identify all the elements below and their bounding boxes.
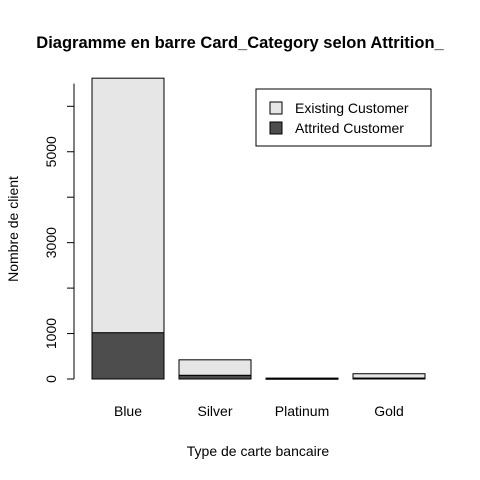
x-tick-label: Gold xyxy=(374,403,404,419)
chart-title: Diagramme en barre Card_Category selon A… xyxy=(36,34,444,52)
x-tick-label: Silver xyxy=(197,403,232,419)
legend-swatch xyxy=(269,121,283,135)
y-tick-label: 5000 xyxy=(43,136,59,167)
legend: Existing Customer Attrited Customer xyxy=(255,88,432,147)
bar-blue-attrited xyxy=(91,332,165,380)
bar-gold-existing xyxy=(352,373,426,379)
legend-swatch xyxy=(269,101,283,115)
legend-label: Attrited Customer xyxy=(295,120,404,136)
x-axis-label: Type de carte bancaire xyxy=(187,443,330,459)
legend-box xyxy=(255,88,432,147)
bar-platinum-existing xyxy=(265,377,339,380)
legend-label: Existing Customer xyxy=(295,100,409,116)
bar-silver-attrited xyxy=(178,374,252,380)
x-axis-tick-labels: Blue Silver Platinum Gold xyxy=(114,403,404,419)
y-tick-label: 1000 xyxy=(43,318,59,349)
bar-silver-existing xyxy=(178,359,252,376)
y-tick-label: 0 xyxy=(43,375,59,383)
x-tick-label: Platinum xyxy=(275,403,329,419)
bar-blue-existing xyxy=(91,77,165,334)
y-tick-label: 3000 xyxy=(43,227,59,258)
bars-layer xyxy=(91,77,426,380)
y-axis-label: Nombre de client xyxy=(5,176,21,282)
x-tick-label: Blue xyxy=(114,403,142,419)
y-axis: 0 1000 3000 5000 xyxy=(43,83,75,383)
